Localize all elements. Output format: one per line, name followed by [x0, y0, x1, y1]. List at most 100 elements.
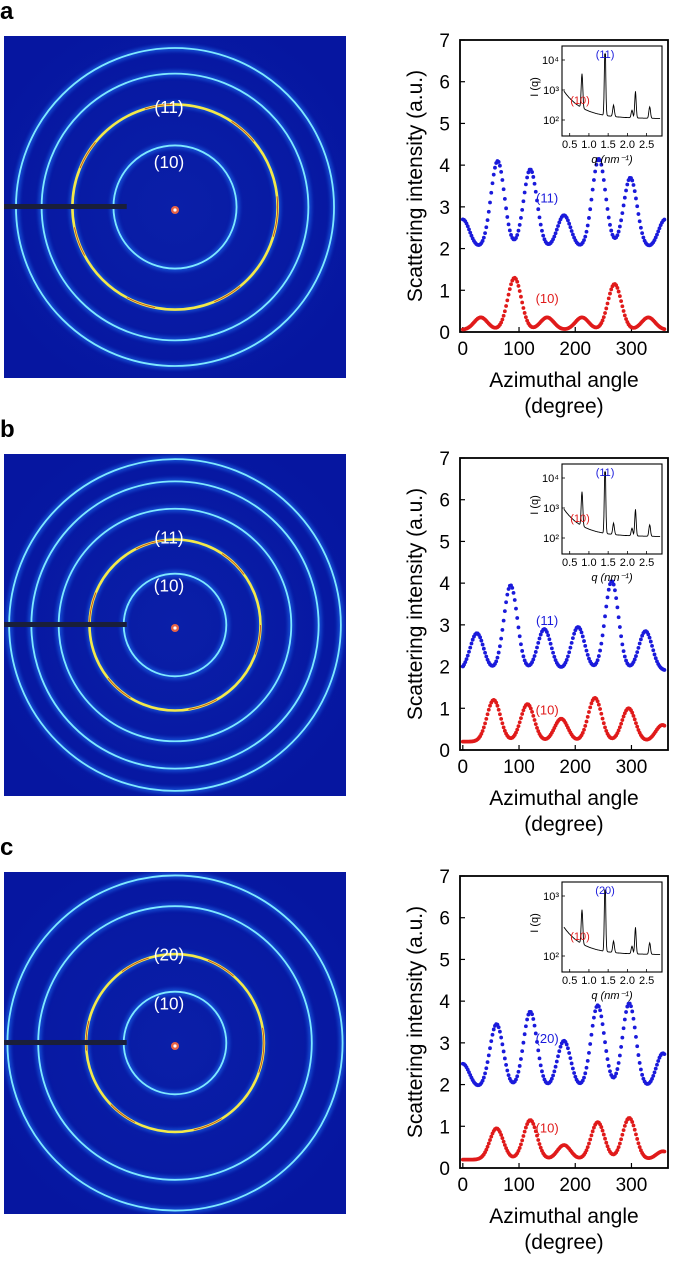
data-point [517, 634, 522, 639]
data-point [589, 1133, 594, 1138]
data-point [636, 212, 641, 216]
inset-peak-label: (10) [570, 95, 590, 107]
data-point [583, 1071, 588, 1076]
data-point [631, 713, 636, 718]
data-point [528, 706, 533, 711]
data-point [584, 229, 589, 234]
data-point [522, 311, 527, 315]
data-point [548, 641, 553, 646]
data-point [484, 716, 489, 721]
data-point [569, 1061, 574, 1066]
data-point [605, 301, 610, 306]
data-point [502, 1143, 507, 1147]
data-point [567, 1051, 572, 1055]
data-point [552, 234, 557, 239]
data-point [480, 642, 485, 647]
data-point [616, 1061, 621, 1065]
data-point [655, 1062, 659, 1067]
data-point [501, 313, 506, 318]
data-point [504, 600, 508, 605]
inset-curve [563, 53, 661, 119]
data-point [531, 1017, 536, 1021]
series-label: (20) [536, 1031, 559, 1046]
data-point [502, 197, 507, 201]
data-point [594, 162, 599, 167]
data-point [616, 229, 621, 234]
data-point [567, 650, 572, 655]
data-point [499, 1132, 504, 1137]
data-point [600, 169, 605, 174]
data-point [632, 189, 637, 194]
data-point [615, 1067, 620, 1071]
y-tick-label: 6 [439, 73, 450, 94]
data-point [587, 1141, 591, 1146]
data-point [531, 657, 536, 662]
data-point [519, 294, 523, 299]
data-point [621, 1128, 626, 1133]
data-point [566, 654, 570, 659]
y-tick-label: 2 [439, 1076, 450, 1097]
inset-x-axis-title: q (nm⁻¹) [591, 990, 633, 1002]
data-point [521, 199, 526, 204]
saxs-pattern-image: (11) (10) [4, 36, 346, 378]
inset-chart: 10² 10³ 10⁴ 0.5 1.0 1.5 2.0 2.5 q (nm⁻¹) I (q) (11… [529, 45, 663, 166]
data-point [523, 1024, 528, 1029]
data-point [596, 702, 601, 707]
data-point [621, 309, 626, 313]
y-tick-label: 4 [439, 574, 450, 595]
data-point [551, 1073, 555, 1078]
inset-x-tick-label: 2.5 [639, 557, 654, 569]
inset-curve [563, 471, 661, 537]
data-point [592, 1015, 596, 1020]
data-point [630, 1120, 635, 1124]
inset-x-tick-label: 2.0 [620, 975, 635, 987]
data-point [488, 1046, 492, 1051]
data-point [600, 633, 605, 638]
data-point [468, 230, 473, 235]
data-point [549, 1076, 554, 1081]
beam-stop [4, 203, 127, 210]
azimuthal-profile-chart: 0 1 2 3 4 5 6 7 0 100 200 300 Azimuthal angle (degree… [370, 31, 675, 428]
data-point [617, 1053, 622, 1058]
data-point [570, 1066, 575, 1071]
data-point [498, 644, 502, 649]
panel-letter: a [0, 0, 14, 25]
data-point [505, 1068, 510, 1073]
beam-center-core [173, 1044, 177, 1048]
inset-y-tick-label: 10² [543, 115, 559, 127]
inset-x-tick-label: 0.5 [562, 139, 577, 151]
y-axis-title: Scattering intensity (a.u.) [404, 488, 427, 720]
data-point [580, 1078, 585, 1083]
data-point [502, 1056, 507, 1061]
data-point [489, 1134, 494, 1139]
data-point [531, 713, 536, 718]
data-point [599, 1125, 604, 1129]
data-point [483, 650, 487, 655]
data-point [463, 660, 468, 665]
data-point [635, 1044, 640, 1049]
data-point [545, 630, 549, 634]
data-point [631, 183, 636, 187]
y-tick-label: 3 [439, 616, 450, 637]
data-point [622, 195, 627, 200]
y-tick-label: 2 [439, 240, 450, 261]
inset-x-axis-title: q (nm⁻¹) [591, 572, 633, 584]
data-point [635, 724, 640, 729]
data-point [605, 1144, 610, 1149]
inset-y-tick-label: 10² [543, 533, 559, 545]
data-point [632, 717, 637, 722]
data-point [605, 595, 610, 600]
data-point [493, 165, 497, 170]
data-point [637, 641, 642, 646]
data-point [588, 1137, 593, 1142]
data-point [501, 618, 506, 623]
data-point [501, 725, 506, 730]
figure-panel-b: b (11) (10) 0 1 2 3 4 5 6 7 0 100 200 300 Azimuthal a… [0, 416, 675, 838]
data-point [635, 204, 640, 209]
data-point [484, 1066, 489, 1071]
inset-frame [561, 881, 663, 973]
inset-frame [561, 463, 663, 555]
data-point [587, 710, 591, 714]
data-point [600, 1022, 605, 1027]
data-point [552, 1069, 557, 1074]
